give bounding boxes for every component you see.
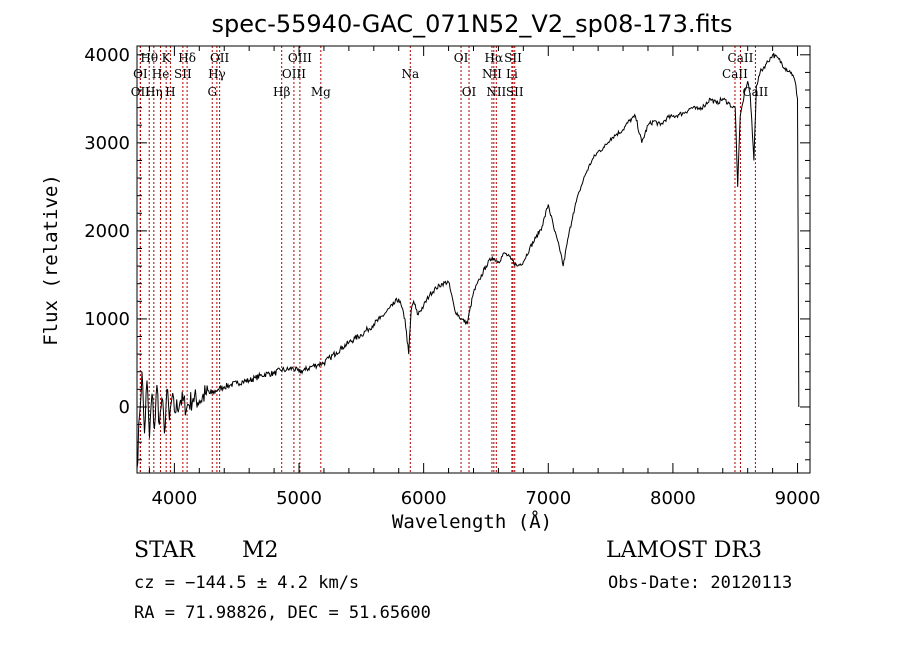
emission-line-label: OI — [454, 51, 469, 65]
y-tick-label: 0 — [119, 397, 130, 418]
emission-line-label: SII — [174, 67, 192, 81]
axis-ticks: 4000 5000 6000 7000 8000 9000 0 1000 2000 3000 400… — [84, 45, 820, 509]
emission-line-label: SII — [506, 85, 524, 99]
x-tick-label: 7000 — [525, 488, 571, 509]
y-tick-label: 2000 — [84, 221, 130, 242]
plot-frame — [136, 45, 811, 474]
x-tick-label: 6000 — [401, 488, 447, 509]
emission-line-label: Hθ — [140, 51, 158, 65]
emission-line-label: Hα — [485, 51, 504, 65]
y-tick-label: 3000 — [84, 133, 130, 154]
emission-line-label: OIII — [282, 67, 306, 81]
emission-line-label: OII — [131, 85, 151, 99]
emission-line-label: CaII — [728, 51, 754, 65]
emission-line-label: OI — [462, 85, 477, 99]
survey-name: LAMOST DR3 — [606, 538, 762, 563]
x-axis-label: Wavelength (Å) — [392, 510, 552, 533]
x-tick-label: 8000 — [650, 488, 696, 509]
emission-line-label: OII — [210, 51, 230, 65]
redshift-cz: cz = −144.5 ± 4.2 km/s — [134, 573, 360, 593]
y-tick-label: 4000 — [84, 45, 130, 66]
y-tick-label: 1000 — [84, 309, 130, 330]
x-tick-label: 5000 — [276, 488, 322, 509]
coordinates: RA = 71.98826, DEC = 51.65600 — [134, 603, 431, 623]
emission-line-label: OIII — [288, 51, 312, 65]
object-subclass: M2 — [242, 538, 279, 563]
emission-line-label: Hγ — [208, 67, 226, 81]
object-class: STAR — [134, 538, 195, 563]
emission-line-label: Mg — [311, 85, 331, 99]
x-tick-label: 4000 — [151, 488, 197, 509]
flux-series — [136, 52, 800, 469]
emission-line-label: NII — [486, 85, 506, 99]
y-axis-label: Flux (relative) — [40, 174, 62, 346]
emission-line-label: Na — [401, 67, 419, 81]
emission-lines — [139, 46, 756, 473]
emission-line-label: Li — [506, 67, 518, 81]
emission-line-label: Hη — [145, 85, 163, 99]
x-tick-label: 9000 — [775, 488, 821, 509]
emission-line-label: OI — [133, 67, 148, 81]
observation-date: Obs-Date: 20120113 — [608, 573, 793, 593]
emission-line-label: H — [165, 85, 175, 99]
emission-line-label: CaII — [722, 67, 748, 81]
emission-line-label: K — [162, 51, 172, 65]
chart-title: spec-55940-GAC_071N52_V2_sp08-173.fits — [212, 10, 733, 38]
emission-line-label: He — [152, 67, 170, 81]
emission-line-label: SII — [504, 51, 522, 65]
emission-line-label: NII — [482, 67, 502, 81]
flux-line — [136, 52, 800, 469]
emission-line-label: G — [207, 85, 217, 99]
emission-line-label: Hβ — [273, 85, 290, 99]
emission-line-label: Hδ — [178, 51, 196, 65]
